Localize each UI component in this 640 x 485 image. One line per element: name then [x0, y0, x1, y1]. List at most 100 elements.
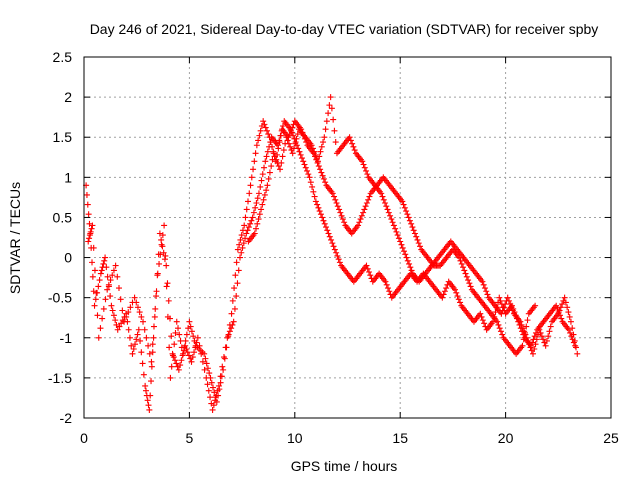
data-point-interp	[263, 187, 270, 194]
data-point-interp	[338, 212, 345, 219]
data-point-interp	[331, 127, 338, 134]
data-point-interp	[123, 313, 130, 320]
data-point	[251, 230, 258, 237]
data-point-interp	[206, 370, 213, 377]
data-point-interp	[267, 139, 274, 146]
data-point-interp	[235, 267, 242, 274]
data-point-interp	[90, 244, 97, 251]
x-tick-label: 20	[498, 430, 514, 446]
data-point-interp	[286, 131, 293, 138]
data-point	[180, 350, 187, 357]
data-point-interp	[225, 333, 232, 340]
data-point-interp	[315, 204, 322, 211]
data-point-interp	[526, 341, 533, 348]
data-point	[536, 326, 543, 333]
data-point-interp	[540, 336, 547, 343]
data-point-interp	[127, 304, 134, 311]
data-point-interp	[409, 224, 416, 231]
data-point-interp	[356, 219, 363, 226]
data-point-interp	[566, 313, 573, 320]
data-point	[561, 294, 568, 301]
data-point-interp	[172, 357, 179, 364]
data-point-interp	[304, 167, 311, 174]
data-point-interp	[119, 307, 126, 314]
data-point	[277, 166, 284, 173]
data-point-interp	[100, 305, 107, 312]
data-point-interp	[383, 203, 390, 210]
data-point-interp	[317, 211, 324, 218]
data-point-interp	[138, 349, 145, 356]
data-point-interp	[102, 296, 109, 303]
data-point	[479, 278, 486, 285]
data-point-interp	[245, 224, 252, 231]
data-point-interp	[358, 212, 365, 219]
data-point-interp	[275, 163, 282, 170]
data-point-interp	[99, 315, 106, 322]
x-axis-label: GPS time / hours	[291, 458, 398, 474]
data-point-interp	[571, 337, 578, 344]
data-point-interp	[271, 153, 278, 160]
data-point	[167, 374, 174, 381]
data-point	[135, 326, 142, 333]
data-point-interp	[128, 342, 135, 349]
data-point-interp	[466, 280, 473, 287]
data-point-interp	[92, 296, 99, 303]
data-point-interp	[145, 402, 152, 409]
data-point	[262, 158, 269, 165]
chart-title: Day 246 of 2021, Sidereal Day-to-day VTE…	[90, 21, 599, 37]
data-point	[384, 206, 391, 213]
data-point-interp	[315, 163, 322, 170]
data-point-interp	[309, 183, 316, 190]
data-point-interp	[366, 268, 373, 275]
data-point-interp	[330, 116, 337, 123]
data-point-interp	[166, 344, 173, 351]
data-point	[532, 302, 539, 309]
data-point-interp	[499, 331, 506, 338]
data-point-interp	[265, 175, 272, 182]
x-tick-label: 15	[392, 430, 408, 446]
data-point-interp	[86, 232, 93, 239]
data-point-interp	[318, 169, 325, 176]
data-point	[91, 302, 98, 309]
data-point-interp	[467, 283, 474, 290]
data-point-interp	[496, 325, 503, 332]
data-point-interp	[188, 328, 195, 335]
data-point-interp	[204, 381, 211, 388]
data-point-interp	[518, 321, 525, 328]
data-point	[209, 406, 216, 413]
data-point-interp	[537, 329, 544, 336]
data-point-interp	[164, 280, 171, 287]
data-point-interp	[107, 277, 114, 284]
data-point-interp	[104, 273, 111, 280]
data-point	[264, 182, 271, 189]
data-point-interp	[509, 307, 516, 314]
data-point-interp	[455, 296, 462, 303]
data-point	[102, 254, 109, 261]
data-point	[186, 318, 193, 325]
data-point-interp	[245, 198, 252, 205]
data-point-interp	[149, 341, 156, 348]
data-point-interp	[159, 232, 166, 239]
data-point-interp	[137, 337, 144, 344]
data-point-interp	[328, 105, 335, 112]
data-point-interp	[276, 139, 283, 146]
data-point-interp	[398, 241, 405, 248]
data-point-interp	[239, 227, 246, 234]
data-point-interp	[289, 124, 296, 131]
data-point-interp	[136, 309, 143, 316]
data-point-interp	[148, 378, 155, 385]
data-point-interp	[204, 365, 211, 372]
data-point-interp	[126, 334, 133, 341]
data-point-interp	[292, 140, 299, 147]
data-point-interp	[116, 323, 123, 330]
data-point	[355, 222, 362, 229]
data-point-interp	[139, 360, 146, 367]
data-point-interp	[285, 140, 292, 147]
data-point	[213, 398, 220, 405]
data-point-interp	[532, 341, 539, 348]
y-tick-label: 2.5	[53, 49, 73, 65]
data-point	[108, 302, 115, 309]
data-point	[260, 118, 267, 125]
data-point-interp	[189, 354, 196, 361]
data-point-interp	[337, 209, 344, 216]
